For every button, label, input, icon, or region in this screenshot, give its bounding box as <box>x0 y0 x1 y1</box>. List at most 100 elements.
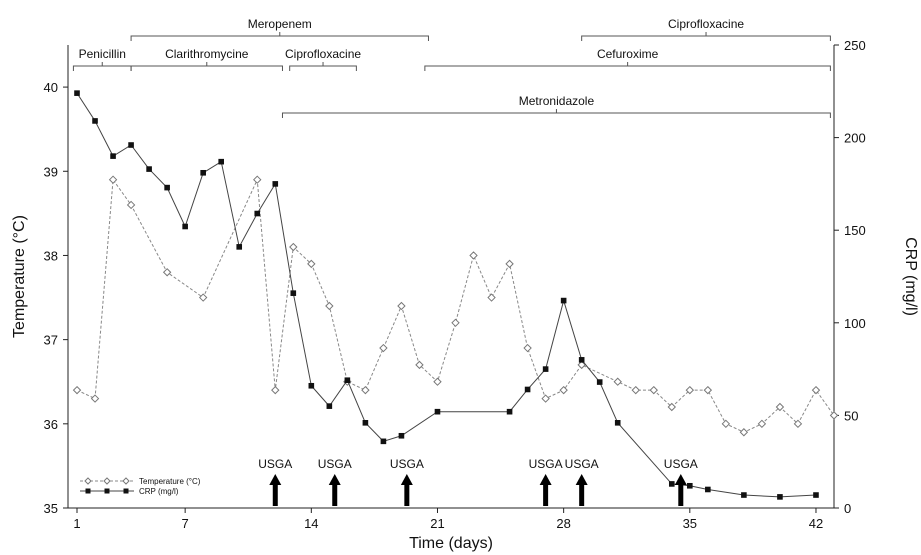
temperature-point <box>541 394 550 403</box>
treatment-bracket <box>281 109 831 118</box>
temperature-point <box>433 377 442 386</box>
treatment-label: Ciprofloxacine <box>668 17 744 31</box>
axes: 35 36 37 38 39 40 0 50 100 150 200 250 1 7 14 21 28 35 42 T… <box>11 38 919 552</box>
crp-point <box>92 118 98 124</box>
crp-point <box>813 492 819 498</box>
crp-point <box>74 90 80 96</box>
temperature-point <box>685 385 695 395</box>
crp-point <box>218 158 224 165</box>
usga-arrow-head <box>674 474 687 485</box>
temperature-point <box>811 385 821 395</box>
temperature-point <box>361 385 370 395</box>
legend-temperature-marker <box>84 477 92 485</box>
x-tick-label: 1 <box>73 516 80 531</box>
treatment-timeline: Meropenem Ciprofloxacine Penicillin Clarith… <box>72 17 831 118</box>
crp-point <box>362 420 369 426</box>
usga-label: USGA <box>258 457 292 471</box>
crp-point <box>164 184 170 191</box>
crp-point <box>614 420 621 426</box>
crp-point <box>308 382 315 389</box>
x-tick-label: 14 <box>304 516 318 531</box>
usga-arrow-head <box>269 474 282 485</box>
crp-point <box>741 492 747 498</box>
y-tick-label: 39 <box>44 164 58 179</box>
usga-label: USGA <box>318 457 352 471</box>
crp-point <box>380 438 387 445</box>
y-tick-label: 40 <box>44 80 58 95</box>
x-tick-label: 35 <box>683 516 697 531</box>
temperature-point <box>703 385 713 395</box>
y-tick-label: 35 <box>44 501 58 516</box>
usga-arrow-shaft <box>678 484 684 506</box>
x-axis-label: Time (days) <box>409 535 493 552</box>
usga-arrow-shaft <box>404 484 410 506</box>
temperature-point <box>271 385 280 395</box>
temperature-point <box>523 343 532 353</box>
legend-crp-marker <box>85 488 91 494</box>
temperature-point <box>631 385 640 395</box>
temperature-point <box>162 268 172 277</box>
y-axis-label: Temperature (°C) <box>11 215 28 338</box>
treatment-bracket <box>130 62 283 71</box>
temperature-point <box>72 385 82 395</box>
crp-point <box>668 481 675 487</box>
crp-point <box>326 403 333 409</box>
x-tick-label: 7 <box>182 516 189 531</box>
temperature-point <box>487 293 496 302</box>
temperature-point <box>649 385 658 395</box>
temperature-point <box>397 301 406 311</box>
temperature-point <box>613 377 622 386</box>
crp-point <box>110 153 116 159</box>
legend-temperature-marker <box>122 477 130 485</box>
x-tick-label: 28 <box>556 516 570 531</box>
x-tick-label: 21 <box>430 516 444 531</box>
temperature-point <box>793 419 803 429</box>
y2-tick-label: 50 <box>844 408 858 423</box>
usga-arrow-shaft <box>579 484 585 506</box>
temperature-point <box>126 200 136 210</box>
temperature-point <box>415 360 424 370</box>
y-tick-label: 38 <box>44 248 58 263</box>
treatment-bracket <box>424 62 831 71</box>
usga-arrow-shaft <box>272 484 278 506</box>
crp-point <box>524 386 531 393</box>
crp-point <box>687 482 693 489</box>
crp-point <box>398 432 405 439</box>
temperature-point <box>108 175 118 184</box>
treatment-label: Metronidazole <box>519 94 595 108</box>
temperature-point <box>253 175 262 184</box>
usga-label: USGA <box>664 457 698 471</box>
crp-point <box>182 223 188 230</box>
series-crp <box>74 90 819 500</box>
temperature-point <box>198 293 208 302</box>
treatment-label: Meropenem <box>248 17 312 31</box>
y2-tick-label: 100 <box>844 316 866 331</box>
crp-point <box>434 408 441 415</box>
y2-tick-label: 0 <box>844 501 851 516</box>
crp-point <box>596 379 603 385</box>
legend-crp-label: CRP (mg/l) <box>139 487 179 496</box>
treatment-label: Cefuroxime <box>597 47 659 61</box>
crp-point <box>146 166 152 172</box>
crp-point <box>777 494 783 500</box>
crp-point <box>128 142 134 148</box>
crp-line <box>76 92 817 498</box>
treatment-label: Clarithromycine <box>165 47 249 61</box>
temperature-point <box>757 419 767 429</box>
y2-tick-label: 250 <box>844 38 866 53</box>
y2-tick-label: 200 <box>844 131 866 146</box>
usga-arrow-shaft <box>543 484 549 506</box>
x-tick-label: 42 <box>809 516 823 531</box>
crp-point <box>236 244 243 250</box>
treatment-bracket <box>72 62 132 71</box>
temperature-line <box>76 177 835 433</box>
temperature-point <box>469 251 478 260</box>
series-temperature <box>72 175 839 437</box>
usga-arrow-head <box>539 474 552 485</box>
crp-point <box>542 366 549 372</box>
crp-point <box>290 290 297 296</box>
crp-point <box>200 169 206 176</box>
usga-label: USGA <box>390 457 424 471</box>
legend-crp-marker <box>123 488 129 494</box>
usga-label: USGA <box>529 457 563 471</box>
